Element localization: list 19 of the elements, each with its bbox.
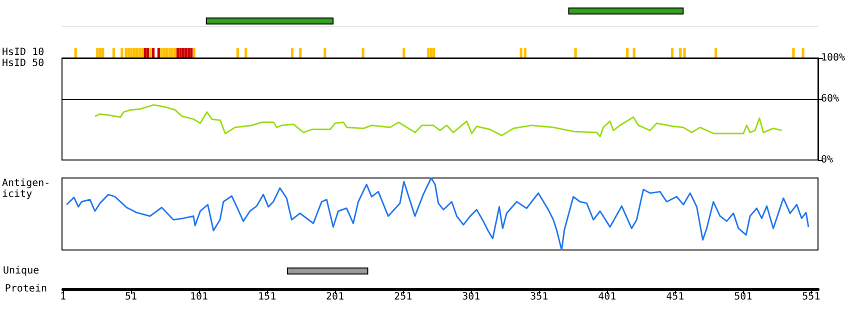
x-tick-label: 101 xyxy=(190,292,208,302)
x-tick-label: 451 xyxy=(666,292,684,302)
x-tick-label: 51 xyxy=(124,292,138,302)
x-tick-label: 251 xyxy=(394,292,412,302)
y-tick-label: 60% xyxy=(821,93,840,104)
y-tick-label: Unique xyxy=(3,266,40,276)
x-tick-label: 351 xyxy=(530,292,548,302)
y-tick-label: 0% xyxy=(821,154,834,166)
y-axis-title: Antigen- icity xyxy=(2,178,50,200)
y-axis-title: HsID 50 xyxy=(2,58,44,69)
x-tick-label: 301 xyxy=(462,292,480,302)
x-tick-label: 401 xyxy=(598,292,616,302)
x-tick-label: 201 xyxy=(326,292,344,302)
x-tick-label: 501 xyxy=(734,292,752,302)
x-axis-title: Protein xyxy=(4,284,47,294)
y-tick-label: 100% xyxy=(821,52,846,64)
y-axis-title: HsID 10 xyxy=(2,47,44,58)
x-tick-label: 551 xyxy=(802,292,820,302)
x-tick-label: 151 xyxy=(258,292,276,302)
